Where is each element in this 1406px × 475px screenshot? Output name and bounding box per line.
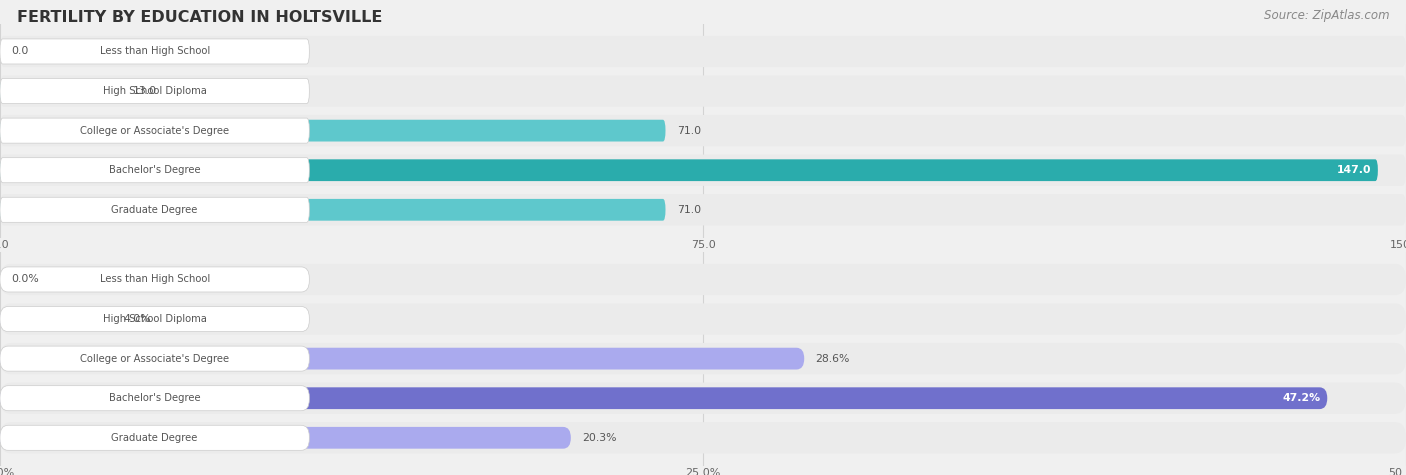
Text: 71.0: 71.0 <box>676 205 700 215</box>
FancyBboxPatch shape <box>0 267 309 292</box>
FancyBboxPatch shape <box>0 304 1406 335</box>
Text: College or Associate's Degree: College or Associate's Degree <box>80 353 229 364</box>
Text: 0.0: 0.0 <box>11 47 28 57</box>
Text: Bachelor's Degree: Bachelor's Degree <box>108 165 201 175</box>
Text: 47.2%: 47.2% <box>1282 393 1320 403</box>
Text: 71.0: 71.0 <box>676 125 700 136</box>
Text: Graduate Degree: Graduate Degree <box>111 433 198 443</box>
Text: High School Diploma: High School Diploma <box>103 86 207 96</box>
FancyBboxPatch shape <box>0 197 309 222</box>
FancyBboxPatch shape <box>0 76 1406 107</box>
FancyBboxPatch shape <box>0 308 112 330</box>
Text: 147.0: 147.0 <box>1336 165 1371 175</box>
Text: Graduate Degree: Graduate Degree <box>111 205 198 215</box>
Text: College or Associate's Degree: College or Associate's Degree <box>80 125 229 136</box>
Text: Source: ZipAtlas.com: Source: ZipAtlas.com <box>1264 10 1389 22</box>
FancyBboxPatch shape <box>0 346 309 371</box>
Text: Less than High School: Less than High School <box>100 47 209 57</box>
Text: FERTILITY BY EDUCATION IN HOLTSVILLE: FERTILITY BY EDUCATION IN HOLTSVILLE <box>17 10 382 25</box>
FancyBboxPatch shape <box>0 120 665 142</box>
FancyBboxPatch shape <box>0 80 122 102</box>
Text: 13.0: 13.0 <box>134 86 157 96</box>
FancyBboxPatch shape <box>0 118 309 143</box>
FancyBboxPatch shape <box>0 36 1406 67</box>
FancyBboxPatch shape <box>0 159 1378 181</box>
FancyBboxPatch shape <box>0 306 309 332</box>
FancyBboxPatch shape <box>0 386 309 411</box>
Text: Bachelor's Degree: Bachelor's Degree <box>108 393 201 403</box>
Text: 4.0%: 4.0% <box>124 314 152 324</box>
FancyBboxPatch shape <box>0 194 1406 226</box>
FancyBboxPatch shape <box>0 427 571 449</box>
FancyBboxPatch shape <box>0 115 1406 146</box>
Text: 0.0%: 0.0% <box>11 275 39 285</box>
Text: High School Diploma: High School Diploma <box>103 314 207 324</box>
FancyBboxPatch shape <box>0 343 1406 374</box>
Text: 28.6%: 28.6% <box>815 353 849 364</box>
FancyBboxPatch shape <box>0 422 1406 454</box>
FancyBboxPatch shape <box>0 382 1406 414</box>
FancyBboxPatch shape <box>0 39 309 64</box>
FancyBboxPatch shape <box>0 264 1406 295</box>
FancyBboxPatch shape <box>0 158 309 183</box>
FancyBboxPatch shape <box>0 154 1406 186</box>
Text: 20.3%: 20.3% <box>582 433 617 443</box>
Text: Less than High School: Less than High School <box>100 275 209 285</box>
FancyBboxPatch shape <box>0 78 309 104</box>
FancyBboxPatch shape <box>0 387 1327 409</box>
FancyBboxPatch shape <box>0 348 804 370</box>
FancyBboxPatch shape <box>0 425 309 450</box>
FancyBboxPatch shape <box>0 199 665 221</box>
